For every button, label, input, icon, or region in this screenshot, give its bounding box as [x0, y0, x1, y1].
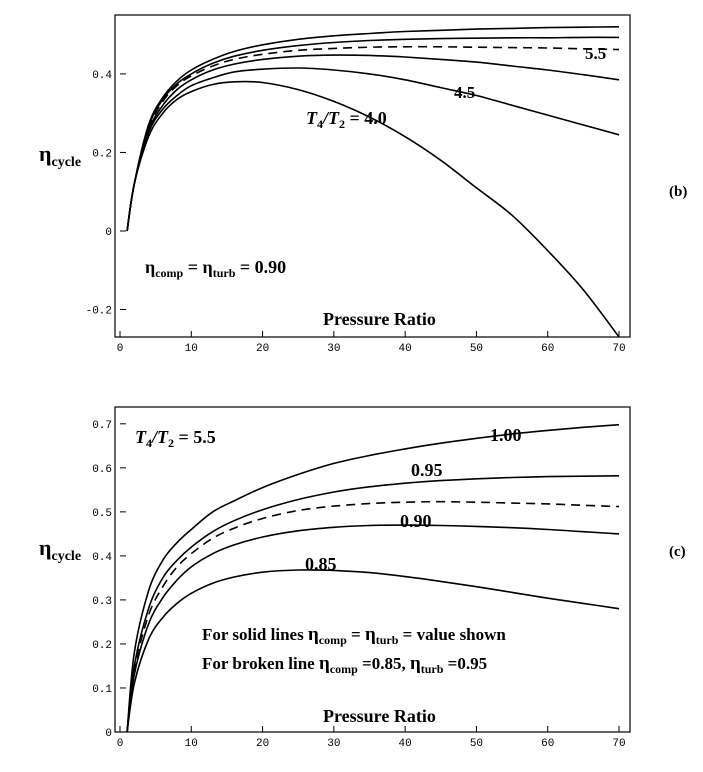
x-tick-label: 0 — [117, 343, 124, 355]
panel-label: (b) — [669, 184, 687, 200]
plot-frame — [114, 406, 631, 733]
curve-label-0-85: 0.85 — [305, 554, 337, 574]
y-tick-label: 0.1 — [92, 684, 112, 696]
series-line-5-0 — [126, 54, 620, 232]
x-tick-label: 70 — [612, 738, 625, 750]
series-line-1-00 — [126, 423, 620, 733]
x-tick-label: 20 — [256, 343, 269, 355]
series-line-5-5-broken — [126, 45, 620, 232]
panel-label: (c) — [669, 544, 686, 560]
series-line-4-5 — [126, 67, 620, 232]
x-tick-label: 50 — [470, 343, 483, 355]
chart-panel-b: 0 10 20 30 40 50 60 70 -0.2 0 0.2 0.4 ηcycle Pressu… — [39, 14, 687, 355]
curve-label-0-95: 0.95 — [411, 460, 443, 480]
series-line-t4-t2-4-0 — [126, 80, 620, 338]
x-tick-label: 10 — [185, 738, 198, 750]
curve-label-t4t2-4-0: T4/T2 = 4.0 — [306, 108, 387, 131]
efficiency-note: ηcomp = ηturb = 0.90 — [145, 257, 286, 280]
curve-label-1-00: 1.00 — [490, 425, 522, 445]
x-tick-label: 40 — [399, 738, 412, 750]
y-tick-label: 0 — [105, 728, 112, 740]
series-line-0-95 — [126, 475, 620, 733]
x-tick-label: 70 — [612, 343, 625, 355]
curve-label-0-90: 0.90 — [400, 511, 432, 531]
y-axis-label: ηcycle — [39, 141, 81, 170]
y-tick-label: 0.2 — [92, 640, 112, 652]
chart-panel-c: 0 10 20 30 40 50 60 70 0 0.1 0.2 0.3 0.4 0.5 0.6 0.7 ηc… — [39, 406, 686, 750]
y-tick-label: -0.2 — [86, 306, 112, 318]
x-tick-label: 60 — [541, 343, 554, 355]
curve-label-5-5: 5.5 — [585, 44, 606, 63]
x-tick-label: 60 — [541, 738, 554, 750]
x-axis-label: Pressure Ratio — [323, 706, 436, 726]
y-tick-label: 0.6 — [92, 464, 112, 476]
x-tick-label: 50 — [470, 738, 483, 750]
series-line-top — [126, 26, 620, 232]
x-tick-label: 40 — [399, 343, 412, 355]
curve-label-4-5: 4.5 — [454, 83, 475, 102]
y-tick-label: 0.4 — [92, 70, 112, 82]
y-tick-label: 0.5 — [92, 508, 112, 520]
ratio-label: T4/T2 = 5.5 — [135, 427, 216, 450]
series-line-0-85 — [126, 569, 620, 733]
note-broken-line: For broken line ηcomp =0.85, ηturb =0.95 — [202, 653, 487, 676]
series-line-broken — [126, 500, 620, 733]
y-tick-label: 0.7 — [92, 420, 112, 432]
y-tick-label: 0.2 — [92, 148, 112, 160]
x-axis-label: Pressure Ratio — [323, 309, 436, 329]
x-tick-label: 20 — [256, 738, 269, 750]
x-tick-label: 30 — [327, 738, 340, 750]
x-tick-label: 30 — [327, 343, 340, 355]
note-solid-lines: For solid lines ηcomp = ηturb = value sh… — [202, 624, 506, 647]
x-tick-label: 0 — [117, 738, 124, 750]
y-axis-label: ηcycle — [39, 535, 81, 564]
y-tick-label: 0 — [105, 227, 112, 239]
series-line-5-5 — [126, 36, 620, 232]
y-tick-label: 0.3 — [92, 596, 112, 608]
x-tick-label: 10 — [185, 343, 198, 355]
y-tick-label: 0.4 — [92, 552, 112, 564]
plot-frame — [114, 14, 631, 338]
series-line-0-90 — [126, 524, 620, 733]
